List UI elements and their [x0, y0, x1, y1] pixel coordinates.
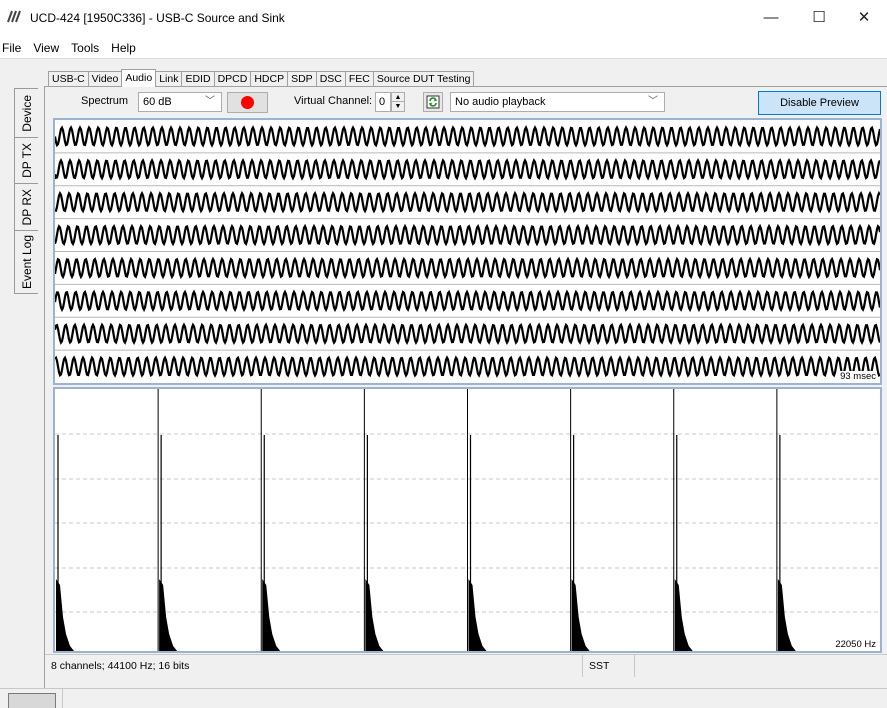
menu-view[interactable]: View — [33, 41, 60, 55]
tab-link[interactable]: Link — [155, 71, 183, 87]
bottom-bar — [0, 688, 887, 708]
menu-tools[interactable]: Tools — [71, 41, 100, 55]
spectrum-freq-label: 22050 Hz — [834, 639, 877, 650]
refresh-icon — [426, 95, 440, 109]
spectrum-peak-6 — [571, 579, 590, 651]
menu-help[interactable]: Help — [111, 41, 136, 55]
tab-video[interactable]: Video — [87, 71, 123, 87]
status-mode: SST — [583, 655, 635, 677]
side-tab-device[interactable]: Device — [14, 88, 38, 138]
waveform-plot — [55, 125, 880, 378]
tab-sdp[interactable]: SDP — [287, 71, 317, 87]
bottom-panel-button[interactable] — [8, 693, 56, 708]
audio-playback-value: No audio playback — [455, 96, 546, 108]
status-format-info: 8 channels; 44100 Hz; 16 bits — [45, 655, 583, 677]
audio-panel: Spectrum 60 dB ﹀ Virtual Channel: 0 ▲ ▼ — [44, 86, 887, 689]
waveform-channel-8 — [55, 355, 880, 378]
tab-edid[interactable]: EDID — [181, 71, 215, 87]
spectrum-peak-5 — [468, 579, 487, 651]
waveform-channel-5 — [55, 256, 880, 280]
waveform-channel-4 — [55, 223, 880, 247]
spectrum-range-value: 60 dB — [143, 96, 172, 108]
window-title: UCD-424 [1950C336] - USB-C Source and Si… — [30, 11, 285, 25]
virtual-channel-input[interactable]: 0 — [375, 92, 391, 112]
main-area: Device DP TX DP RX Event Log USB-C Video… — [0, 58, 887, 689]
spectrum-range-select[interactable]: 60 dB ﹀ — [138, 92, 222, 112]
minimize-button[interactable]: — — [763, 8, 779, 26]
waveform-channel-3 — [55, 190, 880, 214]
side-tab-event-log[interactable]: Event Log — [14, 230, 38, 294]
menu-file[interactable]: File — [2, 41, 22, 55]
waveform-channel-2 — [55, 157, 880, 181]
virtual-channel-label: Virtual Channel: — [294, 95, 373, 107]
tab-source-dut-testing[interactable]: Source DUT Testing — [372, 71, 475, 87]
spectrum-peak-7 — [674, 579, 693, 651]
spectrum-peak-1 — [56, 579, 74, 651]
side-tab-dp-tx[interactable]: DP TX — [14, 137, 38, 184]
tab-dpcd[interactable]: DPCD — [213, 71, 252, 87]
chevron-down-icon: ﹀ — [205, 96, 215, 107]
waveform-time-label: 93 msec — [839, 371, 877, 382]
record-button[interactable] — [227, 92, 268, 113]
tab-audio[interactable]: Audio — [121, 69, 157, 87]
spectrum-peak-8 — [777, 579, 796, 651]
tab-dsc[interactable]: DSC — [315, 71, 346, 87]
tab-hdcp[interactable]: HDCP — [250, 71, 289, 87]
title-bar: UCD-424 [1950C336] - USB-C Source and Si… — [0, 0, 887, 34]
virtual-channel-spinner[interactable]: ▲ ▼ — [391, 92, 405, 112]
spin-up-icon[interactable]: ▲ — [392, 93, 404, 102]
waveform-channel-7 — [55, 322, 880, 346]
maximize-button[interactable]: ☐ — [812, 9, 826, 26]
bottom-divider — [62, 689, 63, 708]
spectrum-peak-4 — [365, 579, 384, 651]
close-button[interactable]: ✕ — [857, 9, 871, 26]
side-tab-device-label: Device — [19, 94, 34, 132]
spectrum-peak-3 — [262, 579, 281, 651]
waveform-channel-6 — [55, 289, 880, 313]
side-tab-dp-tx-label: DP TX — [19, 143, 34, 178]
tab-fec[interactable]: FEC — [344, 71, 374, 87]
tab-usb-c[interactable]: USB-C — [48, 71, 89, 87]
side-tab-event-log-label: Event Log — [19, 234, 34, 290]
audio-toolbar: Spectrum 60 dB ﹀ Virtual Channel: 0 ▲ ▼ — [45, 91, 887, 115]
disable-preview-button[interactable]: Disable Preview — [758, 91, 881, 115]
spectrum-label: Spectrum — [81, 95, 129, 107]
spectrum-peak-2 — [159, 579, 178, 651]
waveform-view: 93 msec — [53, 118, 882, 385]
side-tab-dp-rx-label: DP RX — [19, 188, 34, 226]
tab-strip: USB-C Video Audio Link EDID DPCD HDCP SD… — [48, 69, 475, 87]
refresh-button[interactable] — [423, 92, 443, 112]
spin-down-icon[interactable]: ▼ — [394, 103, 402, 110]
side-tab-dp-rx[interactable]: DP RX — [14, 183, 38, 231]
menu-bar: File View Tools Help — [0, 38, 887, 58]
waveform-channel-1 — [55, 125, 880, 148]
record-icon — [241, 96, 254, 109]
app-logo-icon — [6, 10, 23, 23]
chevron-down-icon: ﹀ — [648, 96, 658, 107]
spectrum-plot — [55, 389, 880, 651]
spectrum-view: 22050 Hz — [53, 387, 882, 653]
status-bar: 8 channels; 44100 Hz; 16 bits SST — [45, 654, 887, 677]
audio-playback-select[interactable]: No audio playback ﹀ — [450, 92, 665, 112]
